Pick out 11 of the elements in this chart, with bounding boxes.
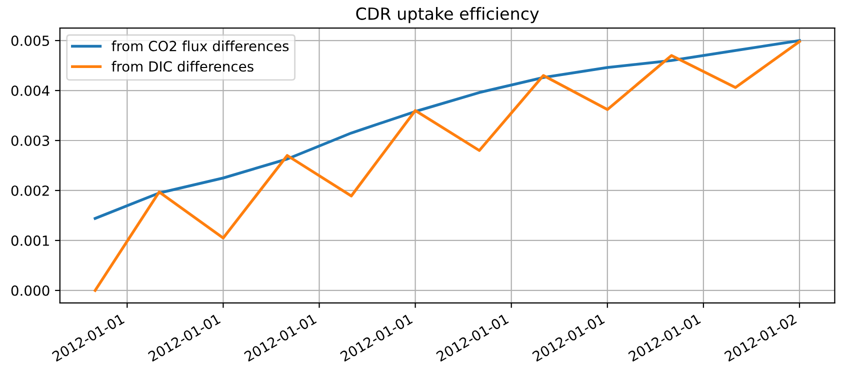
chart-title: CDR uptake efficiency [356, 7, 539, 24]
line-series [94, 40, 801, 292]
y-tick-label: 0.003 [11, 135, 50, 146]
y-tick-label: 0.004 [11, 85, 50, 96]
y-tick-label: 0.000 [11, 285, 50, 296]
y-tick-label: 0.002 [11, 185, 49, 196]
y-tick-label: 0.005 [11, 36, 49, 46]
y-tick-label: 0.001 [11, 235, 49, 246]
legend-label: from CO2 flux differences [112, 40, 289, 52]
line-series [94, 39, 801, 220]
legend-label: from DIC differences [112, 60, 254, 72]
